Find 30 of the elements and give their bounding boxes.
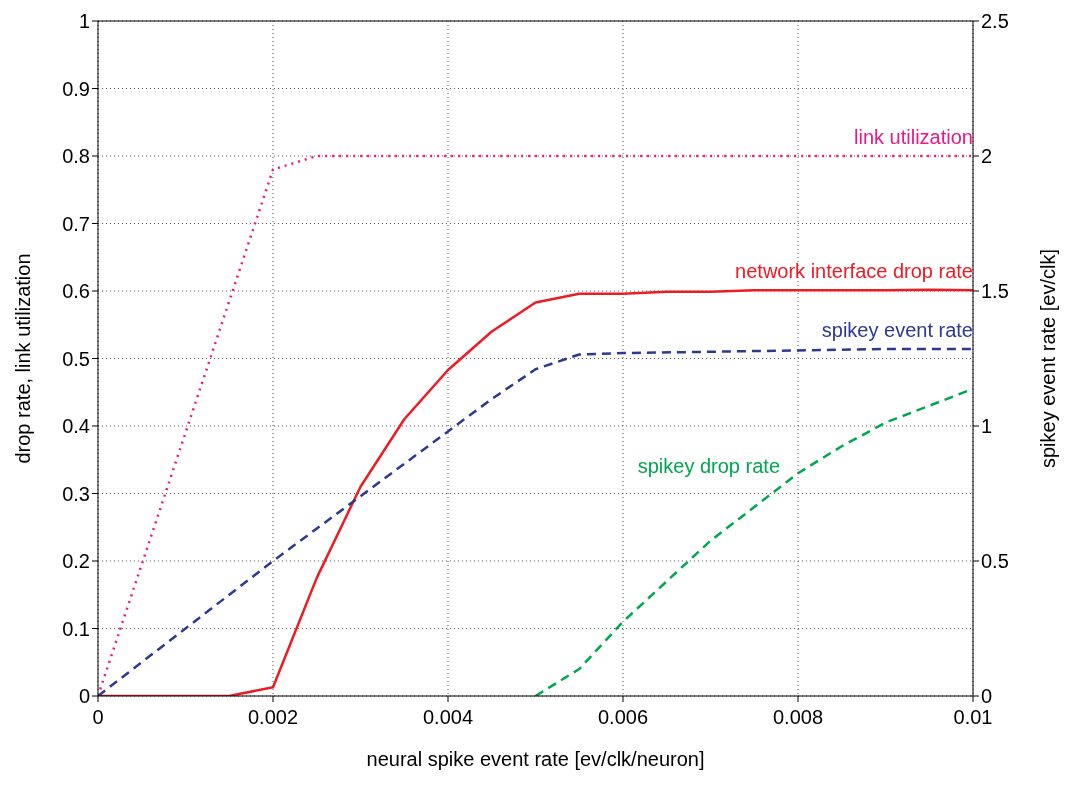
y2-tick-label: 1 (981, 415, 993, 438)
y2-tick-label: 2.5 (981, 10, 1009, 33)
y2-tick-label: 2 (981, 145, 993, 168)
y-tick-label: 0.9 (62, 77, 90, 100)
x-tick-label: 0.006 (597, 706, 649, 729)
y-tick-label: 0.2 (62, 550, 90, 573)
x-axis-title: neural spike event rate [ev/clk/neuron] (366, 748, 705, 770)
series-label: spikey event rate (821, 319, 973, 342)
y-tick-label: 1 (78, 10, 90, 33)
y2-tick-label: 1.5 (981, 280, 1009, 303)
y-axis-title: drop rate, link utilization (12, 253, 35, 464)
series-label: link utilization (854, 126, 973, 148)
series-label: network interface drop rate (735, 260, 973, 283)
y-tick-label: 0.3 (62, 482, 90, 505)
y-tick-label: 0.6 (62, 280, 90, 303)
y-tick-label: 0 (78, 685, 90, 708)
x-tick-label: 0.004 (422, 706, 474, 729)
x-tick-label: 0 (92, 706, 104, 729)
y-tick-label: 0.1 (62, 617, 90, 640)
y-tick-label: 0.5 (62, 347, 90, 370)
x-tick-label: 0.002 (247, 706, 299, 729)
y-tick-label: 0.7 (62, 212, 90, 235)
x-tick-label: 0.01 (953, 706, 993, 729)
series-label: spikey drop rate (637, 455, 780, 478)
y2-axis-title: spikey event rate [ev/clk] (1037, 249, 1060, 468)
y-tick-label: 0.8 (62, 145, 90, 168)
y-tick-label: 0.4 (62, 415, 90, 438)
x-tick-label: 0.008 (772, 706, 824, 729)
y2-tick-label: 0.5 (981, 550, 1009, 573)
y2-tick-label: 0 (981, 685, 993, 708)
